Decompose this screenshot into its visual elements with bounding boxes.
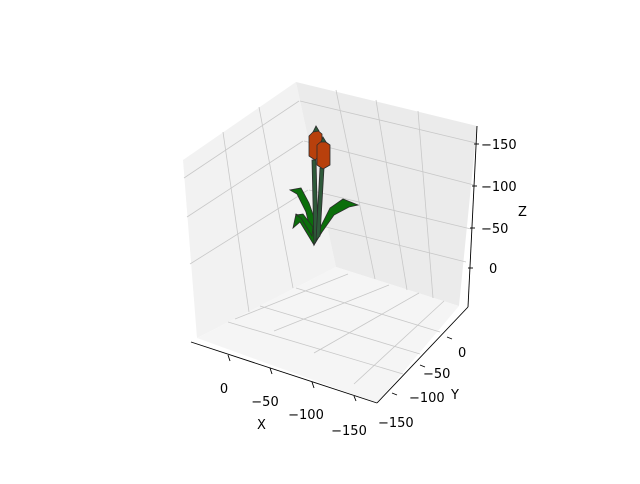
- x-tick-label: 0: [220, 382, 228, 397]
- x-tick-labels: 0 −50 −100 −150: [220, 382, 367, 439]
- x-tick-label: −50: [251, 395, 278, 410]
- grid-lines: [183, 89, 477, 385]
- z-axis-label: Z: [518, 205, 527, 220]
- flower-spike-tip: [320, 136, 327, 143]
- axis-lines: [190, 125, 478, 404]
- y-tick-labels: 0 −50 −100 −150: [378, 346, 466, 431]
- y-axis-label: Y: [450, 388, 459, 403]
- z-tick-label: −150: [481, 138, 517, 153]
- pane-right: [296, 82, 477, 306]
- plant-surface: [288, 125, 360, 247]
- y-axis-line: [376, 306, 469, 404]
- y-tick-label: −50: [423, 367, 450, 382]
- flower-spike: [316, 139, 331, 170]
- z-tick-label: 0: [489, 262, 497, 277]
- leaf: [294, 213, 314, 238]
- x-tick-label: −100: [288, 408, 324, 423]
- y-tick-label: 0: [458, 346, 466, 361]
- x-axis-label: X: [257, 418, 266, 433]
- y-tick-label: −100: [409, 391, 445, 406]
- z-tick-label: −100: [481, 180, 517, 195]
- leaf: [313, 198, 360, 246]
- pane-floor: [197, 267, 459, 403]
- z-axis-line: [467, 125, 478, 308]
- flower-spike-tip: [312, 125, 320, 133]
- x-tick-label: −150: [331, 424, 367, 439]
- z-tick-label: −50: [481, 222, 508, 237]
- z-tick-labels: 0 −50 −100 −150: [481, 138, 517, 277]
- y-tick-label: −150: [378, 416, 414, 431]
- pane-left: [183, 82, 336, 338]
- x-axis-line: [190, 341, 378, 404]
- tick-marks: [227, 143, 479, 402]
